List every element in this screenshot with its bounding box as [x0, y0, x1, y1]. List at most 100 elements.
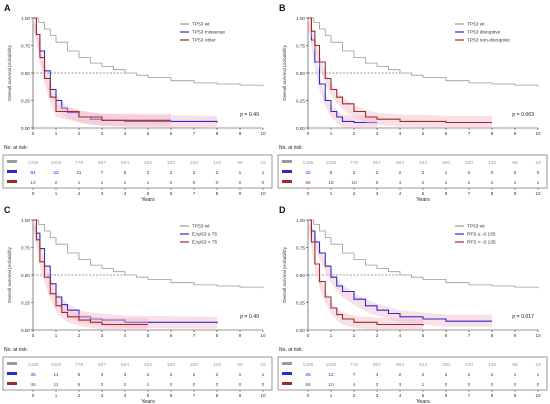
risk-count: 2	[376, 170, 379, 176]
risk-count: 143	[488, 362, 496, 368]
risk-count: 424	[144, 362, 152, 368]
risk-count: 778	[75, 160, 83, 166]
risk-x-tick-label: 1	[330, 393, 333, 398]
x-tick-label: 5	[422, 131, 425, 136]
risk-x-tick-label: 2	[353, 393, 356, 398]
risk-count: 1	[239, 170, 242, 176]
risk-x-tick-label: 5	[147, 191, 150, 196]
y-tick-label: 1.00	[296, 218, 305, 223]
risk-x-tick-label: 0	[32, 191, 35, 196]
x-tick-label: 4	[124, 131, 127, 136]
legend-label: TP53 wt	[467, 22, 485, 28]
risk-count: 25	[305, 372, 311, 378]
panel-d: D 0.00 0.25 0.50 0.75 1.00 Overall survival pr…	[277, 205, 548, 404]
risk-count: 2	[491, 180, 494, 186]
y-tick-label: 0.50	[296, 71, 305, 76]
risk-x-tick-label: 8	[216, 191, 219, 196]
x-axis-label: Years	[141, 399, 155, 404]
risk-count: 1025	[326, 362, 337, 368]
risk-count: 1025	[51, 362, 62, 368]
risk-x-tick-label: 5	[422, 393, 425, 398]
risk-count: 0	[537, 170, 540, 176]
risk-count: 143	[213, 160, 221, 166]
risk-x-tick-label: 10	[535, 393, 541, 398]
risk-x-tick-label: 9	[239, 191, 242, 196]
x-tick-label: 0	[32, 333, 35, 338]
risk-x-tick-label: 9	[239, 393, 242, 398]
risk-x-tick-label: 6	[445, 393, 448, 398]
y-tick-label: 0.00	[296, 126, 305, 131]
risk-count: 143	[488, 160, 496, 166]
risk-count: 0	[491, 382, 494, 388]
confidence-band	[308, 18, 492, 128]
x-tick-label: 10	[535, 333, 541, 338]
x-tick-label: 1	[55, 333, 58, 338]
legend-label: TP53 non-disruptive	[467, 38, 510, 44]
risk-count: 19	[260, 160, 266, 166]
risk-count: 3	[399, 382, 402, 388]
risk-count: 1	[147, 180, 150, 186]
risk-count: 1	[147, 382, 150, 388]
x-tick-label: 0	[307, 131, 310, 136]
risk-table-box	[2, 356, 273, 391]
risk-count: 84	[30, 170, 36, 176]
risk-count: 1	[422, 382, 425, 388]
risk-table-title: No. at risk:	[279, 347, 303, 353]
risk-count: 1	[239, 372, 242, 378]
p-value: p = 0.49	[240, 112, 259, 118]
risk-count: 2	[445, 372, 448, 378]
confidence-band	[33, 220, 148, 330]
risk-count: 504	[121, 362, 129, 368]
risk-x-tick-label: 6	[445, 191, 448, 196]
risk-count: 0	[170, 382, 173, 388]
y-tick-label: 0.25	[21, 300, 30, 305]
risk-count: 3	[124, 372, 127, 378]
y-tick-label: 1.00	[296, 16, 305, 21]
legend-label: RFS ≤ -0.135	[467, 232, 496, 238]
x-tick-label: 5	[422, 333, 425, 338]
x-tick-label: 10	[535, 131, 541, 136]
y-tick-label: 0.75	[21, 43, 30, 48]
risk-count: 778	[350, 160, 358, 166]
x-tick-label: 1	[330, 333, 333, 338]
p-value: p = 0.063	[512, 112, 534, 118]
risk-count: 778	[350, 362, 358, 368]
x-tick-label: 3	[376, 333, 379, 338]
risk-count: 0	[514, 170, 517, 176]
risk-count: 2	[491, 372, 494, 378]
survival-curve	[33, 17, 264, 87]
risk-x-tick-label: 6	[170, 393, 173, 398]
risk-count: 2	[422, 372, 425, 378]
risk-count: 1439	[28, 362, 39, 368]
risk-count: 66	[512, 160, 518, 166]
x-tick-label: 1	[55, 131, 58, 136]
risk-x-tick-label: 7	[468, 393, 471, 398]
risk-count: 220	[190, 160, 198, 166]
risk-count: 4	[353, 382, 356, 388]
risk-row-swatch	[282, 382, 292, 385]
x-tick-label: 4	[399, 131, 402, 136]
y-tick-label: 0.00	[21, 328, 30, 333]
risk-count: 0	[216, 180, 219, 186]
x-tick-label: 9	[514, 131, 517, 136]
x-tick-label: 2	[78, 131, 81, 136]
legend-label: TP53 disruptive	[467, 30, 501, 36]
risk-x-tick-label: 7	[468, 191, 471, 196]
risk-row-swatch	[7, 372, 17, 375]
legend-label: TP53 missense	[192, 30, 225, 36]
x-tick-label: 6	[445, 333, 448, 338]
panel-a: A 0.00 0.25 0.50 0.75 1.00 Overall survival pr…	[2, 3, 273, 203]
risk-x-tick-label: 10	[260, 191, 266, 196]
y-tick-label: 0.50	[21, 71, 30, 76]
p-value: p = 0.49	[240, 314, 259, 320]
risk-count: 220	[465, 160, 473, 166]
y-axis-label: Overall survival probability	[7, 44, 13, 101]
risk-count: 2	[193, 170, 196, 176]
panel-label: D	[279, 205, 286, 215]
legend-label: RFS > -0.135	[467, 240, 496, 246]
risk-count: 2	[216, 372, 219, 378]
risk-x-tick-label: 9	[514, 393, 517, 398]
risk-count: 220	[190, 362, 198, 368]
x-tick-label: 7	[193, 333, 196, 338]
risk-row-swatch	[282, 170, 292, 173]
